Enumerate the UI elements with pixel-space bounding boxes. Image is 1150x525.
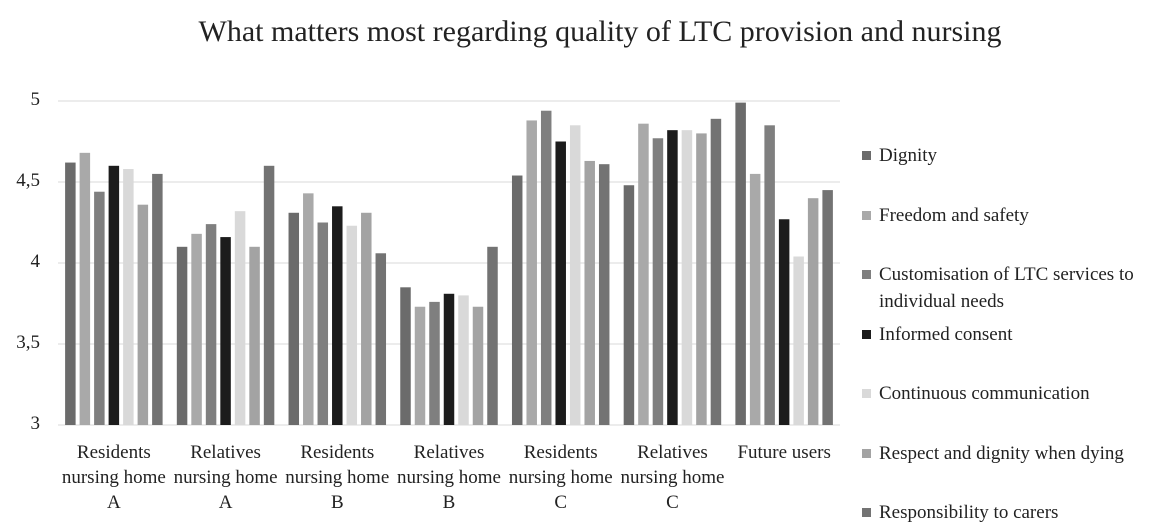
bar [249, 246, 260, 425]
bar [584, 160, 595, 425]
legend-label: Continuous communication [879, 383, 1090, 404]
bar [191, 233, 202, 425]
bar [598, 164, 610, 425]
legend-label: Freedom and safety [879, 204, 1029, 226]
legend-item: Continuous communication [862, 380, 1150, 407]
bar [108, 165, 120, 426]
bar [472, 306, 484, 425]
legend-swatch [862, 270, 871, 279]
bar [429, 301, 440, 425]
bar [807, 198, 819, 425]
bar [652, 138, 664, 425]
bar [205, 224, 217, 425]
bar [176, 246, 188, 425]
bar [710, 118, 722, 425]
y-tick-label: 4 [30, 251, 41, 272]
bar [623, 185, 635, 425]
bar [667, 130, 678, 425]
bar [526, 120, 537, 425]
bar [681, 130, 693, 425]
legend-swatch [862, 329, 871, 339]
bar [332, 206, 343, 425]
bar [414, 306, 426, 425]
bar [317, 222, 329, 425]
bar [569, 125, 581, 426]
y-tick-label: 4,5 [16, 170, 40, 191]
x-tick-label: Future users [737, 442, 831, 463]
bar [346, 225, 358, 425]
bar [94, 191, 105, 425]
bar [696, 133, 707, 425]
legend-label: Dignity [879, 145, 938, 166]
bar [749, 173, 761, 425]
bar [65, 162, 76, 425]
y-tick-label: 5 [30, 89, 41, 110]
bar [555, 141, 566, 425]
legend-label: Respect and dignity when dying [879, 442, 1124, 464]
legend-item: Respect and dignity when dying [862, 440, 1150, 467]
bar [458, 295, 469, 425]
bar [400, 287, 411, 425]
legend-item: Freedom and safety [862, 202, 1150, 229]
bar [137, 204, 149, 425]
legend-swatch [862, 508, 871, 517]
legend-item: Informed consent [862, 321, 1150, 348]
legend-swatch [862, 151, 871, 160]
bar [822, 190, 833, 425]
bar [443, 293, 455, 425]
bar [778, 219, 790, 425]
x-tick-label: Relatives nursing home B [397, 442, 501, 513]
legend-label: Responsibility to carers [879, 502, 1059, 523]
legend-swatch [862, 448, 871, 458]
legend-item: Responsibility to carers [862, 499, 1150, 525]
bar [540, 110, 552, 425]
y-tick-label: 3,5 [16, 332, 40, 353]
bar [764, 125, 775, 426]
x-tick-label: Residents nursing home C [508, 442, 613, 513]
bar [263, 165, 275, 426]
chart-title: What matters most regarding quality of L… [198, 15, 1002, 48]
bar [361, 212, 372, 425]
x-tick-label: Residents nursing home B [285, 442, 390, 513]
legend-label: Informed consent [879, 323, 1013, 345]
bar [303, 193, 314, 425]
legend-label: Customisation of LTC services to individ… [879, 264, 1134, 312]
bar [123, 169, 134, 425]
x-tick-label: Relatives nursing home C [620, 442, 725, 513]
bar [220, 237, 231, 425]
bar [793, 256, 804, 425]
y-tick-label: 3 [30, 413, 41, 434]
bar [288, 212, 300, 425]
bar [234, 211, 246, 425]
bar [511, 175, 523, 425]
x-tick-label: Relatives nursing home A [173, 442, 278, 513]
bar [735, 102, 746, 426]
bar [79, 152, 91, 425]
bar [375, 253, 387, 425]
legend-swatch [862, 389, 871, 398]
legend-swatch [862, 210, 871, 220]
legend-item: Dignity [862, 142, 1150, 169]
x-tick-label: Residents nursing home A [61, 442, 166, 513]
bar [152, 173, 163, 425]
bar [487, 246, 498, 425]
bar [638, 123, 649, 426]
legend-item: Customisation of LTC services to individ… [862, 261, 1150, 315]
